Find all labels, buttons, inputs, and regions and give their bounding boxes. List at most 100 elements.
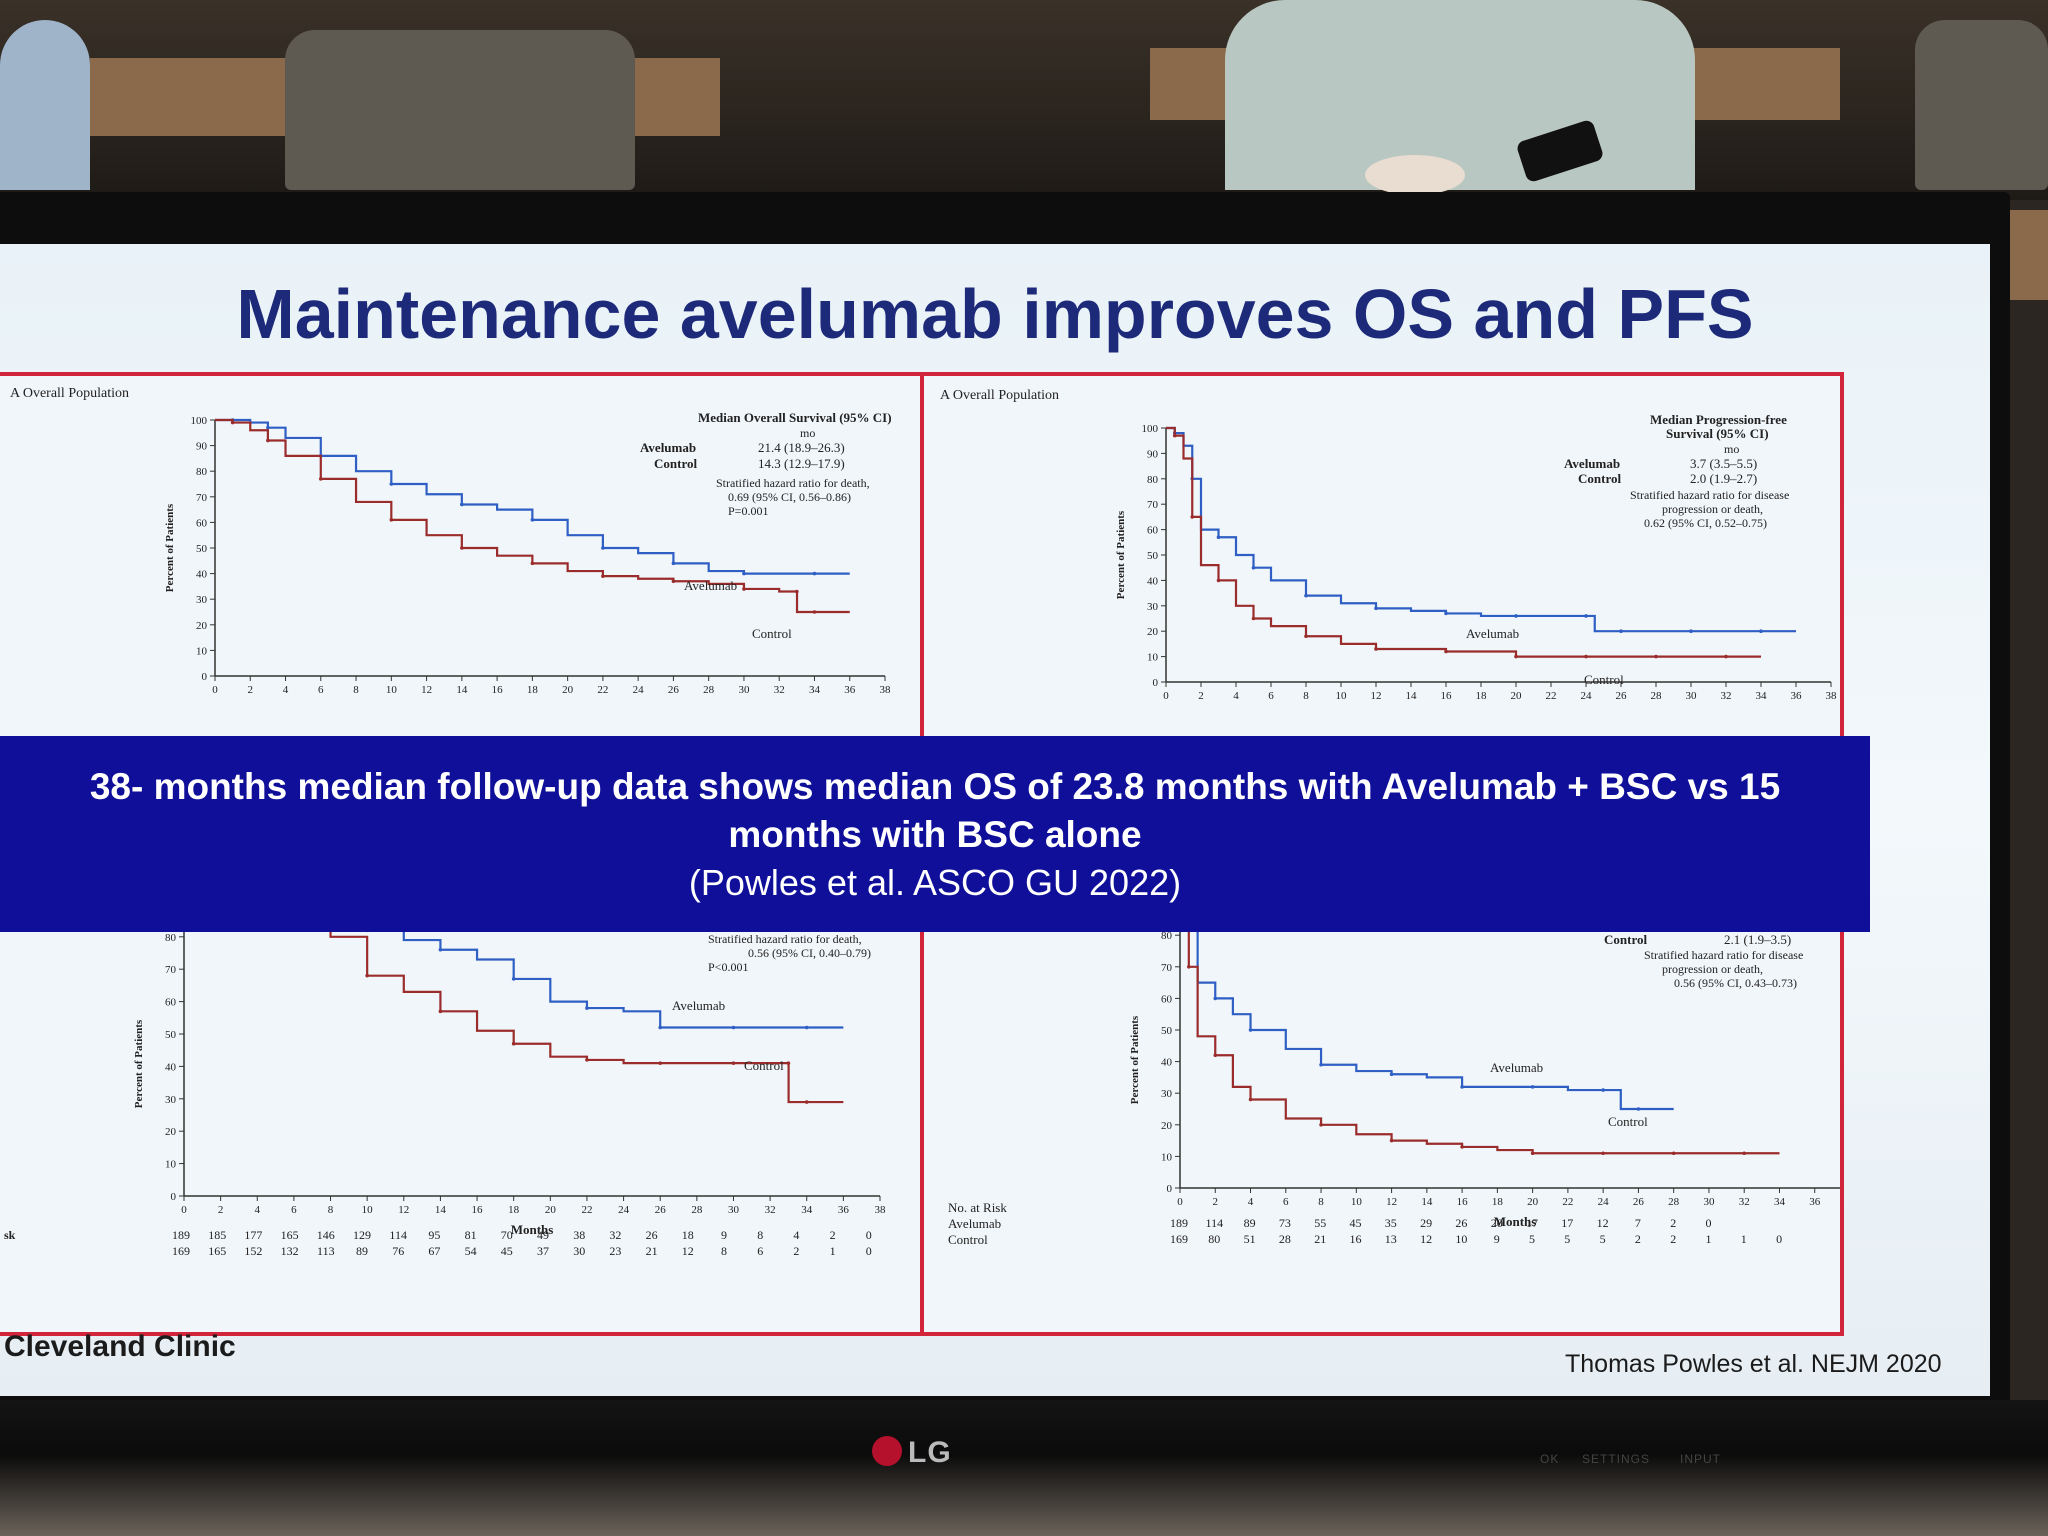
y-tick-label: 60 xyxy=(1161,993,1173,1005)
y-axis-label: Percent of Patients xyxy=(1129,1015,1141,1104)
risk-count-control: 89 xyxy=(356,1244,368,1258)
risk-count-avelumab: 4 xyxy=(793,1228,800,1242)
censor-mark xyxy=(438,947,443,952)
censor-mark xyxy=(1319,1062,1323,1067)
censor-mark xyxy=(742,571,746,576)
legend-value-control: 14.3 (12.9–17.9) xyxy=(758,456,845,471)
censor-mark xyxy=(1530,1085,1535,1089)
risk-count-control: 169 xyxy=(172,1244,190,1258)
censor-mark xyxy=(1216,535,1221,540)
risk-count-control: 28 xyxy=(1278,1232,1291,1246)
risk-count-avelumab: 9 xyxy=(721,1228,727,1242)
monitor-button-ok[interactable]: OK xyxy=(1540,1452,1560,1466)
risk-count-control: 12 xyxy=(1420,1232,1433,1246)
x-tick-label: 14 xyxy=(435,1204,447,1216)
risk-count-avelumab: 7 xyxy=(1634,1216,1641,1230)
risk-count-control: 113 xyxy=(317,1244,335,1258)
censor-mark xyxy=(1444,649,1448,654)
x-tick-label: 20 xyxy=(562,684,574,696)
risk-count-avelumab: 18 xyxy=(681,1228,694,1242)
risk-name-avelumab: Avelumab xyxy=(948,1216,1002,1231)
x-tick-label: 2 xyxy=(218,1204,224,1216)
x-tick-label: 38 xyxy=(875,1204,887,1216)
censor-mark xyxy=(1251,616,1256,621)
y-tick-label: 30 xyxy=(1161,1088,1173,1100)
x-tick-label: 10 xyxy=(386,684,398,696)
monitor-button-input[interactable]: INPUT xyxy=(1680,1452,1721,1466)
censor-mark xyxy=(389,518,394,522)
x-tick-label: 6 xyxy=(1268,690,1274,702)
slide: Maintenance avelumab improves OS and PFS… xyxy=(0,244,1990,1396)
x-tick-label: 6 xyxy=(1283,1196,1289,1208)
y-tick-label: 30 xyxy=(196,594,208,606)
censor-mark xyxy=(1374,647,1378,651)
censor-mark xyxy=(1724,654,1728,659)
x-tick-label: 0 xyxy=(181,1204,187,1216)
series-line-avelumab xyxy=(1196,932,1674,1111)
x-tick-label: 10 xyxy=(1336,690,1348,702)
x-tick-label: 20 xyxy=(545,1204,557,1216)
y-tick-label: 0 xyxy=(1167,1183,1173,1195)
y-tick-label: 70 xyxy=(196,492,208,504)
y-tick-label: 40 xyxy=(1147,575,1159,587)
series-line-avelumab xyxy=(1166,426,1796,633)
monitor-button-settings[interactable]: SETTINGS xyxy=(1582,1452,1651,1466)
legend-name-avelumab: Avelumab xyxy=(640,440,697,455)
censor-mark xyxy=(266,438,270,443)
x-tick-label: 36 xyxy=(844,684,856,696)
censor-mark xyxy=(1389,1138,1394,1143)
risk-count-control: 8 xyxy=(721,1244,727,1258)
pfs-panel-bottom: 0 10 20 30 40 50 60 70 80 0 2 4 6 8 10 12 14 16 18 20 22 24 26… xyxy=(920,932,1844,1336)
x-tick-label: 24 xyxy=(633,684,645,696)
risk-count-control: 10 xyxy=(1455,1232,1468,1246)
x-tick-label: 34 xyxy=(801,1204,813,1216)
series-label-avelumab: Avelumab xyxy=(684,578,738,593)
censor-mark xyxy=(1689,629,1693,633)
series-label-control: Control xyxy=(744,1058,784,1073)
x-tick-label: 18 xyxy=(1476,690,1488,702)
highlight-banner: 38- months median follow-up data shows m… xyxy=(0,736,1870,932)
risk-count-avelumab: 0 xyxy=(865,1228,872,1242)
censor-mark xyxy=(601,574,605,578)
y-tick-label: 0 xyxy=(202,671,208,683)
panel-tag: A Overall Population xyxy=(10,386,129,401)
x-tick-label: 30 xyxy=(1686,690,1698,702)
censor-mark xyxy=(1319,1123,1323,1127)
x-tick-label: 4 xyxy=(283,684,289,696)
risk-count-control: 54 xyxy=(464,1244,477,1258)
legend-name-control: Control xyxy=(654,456,698,471)
x-tick-label: 18 xyxy=(527,684,539,696)
censor-mark xyxy=(1619,629,1623,633)
censor-mark xyxy=(1213,996,1218,1001)
y-tick-label: 50 xyxy=(1161,1025,1173,1037)
lg-logo-icon xyxy=(872,1436,902,1467)
source-citation: Thomas Powles et al. NEJM 2020 xyxy=(1565,1350,1942,1378)
censor-mark xyxy=(1374,606,1378,611)
risk-count-avelumab: 32 xyxy=(609,1228,622,1242)
censor-mark xyxy=(585,1006,589,1010)
risk-count-avelumab: 177 xyxy=(244,1228,263,1242)
censor-mark xyxy=(1759,629,1763,633)
censor-mark xyxy=(731,1025,736,1030)
y-tick-label: 40 xyxy=(1161,1057,1173,1069)
censor-mark xyxy=(671,579,676,584)
x-tick-label: 30 xyxy=(738,684,750,696)
x-tick-label: 16 xyxy=(472,1204,484,1216)
series-line-avelumab xyxy=(402,932,844,1029)
legend-header: Median Overall Survival (95% CI) xyxy=(698,410,892,425)
risk-count-control: 132 xyxy=(280,1244,299,1258)
banner-line-1: 38- months median follow-up data shows m… xyxy=(89,766,1781,807)
risk-count-control: 45 xyxy=(500,1244,513,1258)
x-tick-label: 4 xyxy=(255,1204,261,1216)
legend-value-avelumab: 21.4 (18.9–26.3) xyxy=(758,440,845,455)
series-label-control: Control xyxy=(752,626,792,641)
x-tick-label: 22 xyxy=(597,684,608,696)
x-tick-label: 28 xyxy=(703,684,715,696)
x-tick-label: 16 xyxy=(1441,690,1453,702)
censor-mark xyxy=(1654,654,1658,659)
y-tick-label: 20 xyxy=(196,620,208,632)
coffee-cup xyxy=(1365,155,1465,195)
